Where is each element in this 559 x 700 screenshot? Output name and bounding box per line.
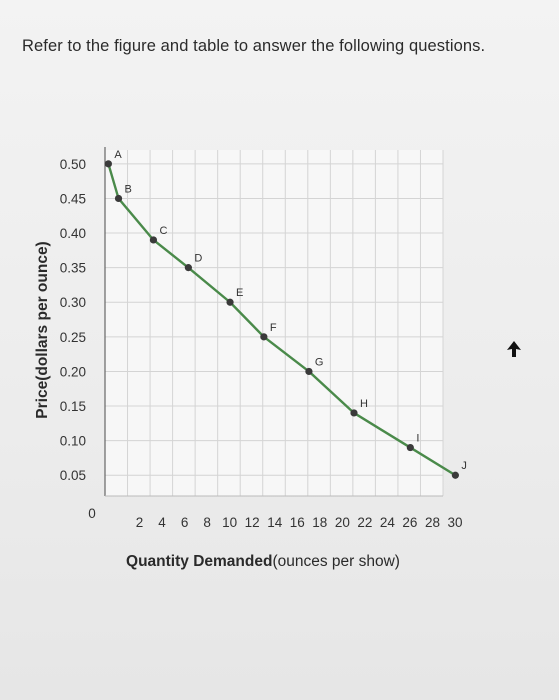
plot-area (105, 150, 443, 496)
chart-axes (104, 147, 443, 497)
point-i (406, 443, 414, 452)
point-label-b: B (125, 183, 132, 195)
x-tick-label: 6 (181, 515, 189, 530)
x-tick-label: 8 (203, 515, 211, 530)
point-label-h: H (360, 398, 368, 410)
y-tick-label: 0.15 (60, 399, 86, 414)
y-tick-label: 0.25 (60, 330, 86, 345)
x-tick-label: 18 (312, 515, 327, 530)
x-tick-label: 22 (357, 515, 372, 530)
y-axis-label: Price(dollars per ounce) (34, 241, 51, 418)
x-tick-label: 14 (267, 515, 283, 530)
y-tick-label: 0.35 (60, 261, 86, 276)
x-axis-label: Quantity Demanded(ounces per show) (126, 553, 400, 570)
x-axis-label-rest: (ounces per show) (272, 553, 400, 570)
chart-grid (105, 150, 444, 496)
point-e (226, 298, 234, 306)
x-tick-label: 2 (136, 515, 144, 530)
origin-label: 0 (88, 506, 96, 521)
x-tick-label: 20 (335, 515, 350, 530)
question-prompt: Refer to the figure and table to answer … (22, 37, 486, 55)
point-c (149, 236, 158, 244)
x-tick-label: 16 (290, 515, 305, 530)
point-g (305, 367, 313, 376)
x-tick-label: 28 (425, 515, 440, 530)
y-tick-label: 0.20 (60, 364, 86, 379)
x-tick-label: 10 (222, 515, 237, 530)
point-label-d: D (194, 253, 202, 265)
y-tick-label: 0.45 (60, 191, 86, 206)
point-d (184, 264, 192, 272)
point-label-i: I (416, 433, 419, 445)
y-tick-label: 0.10 (60, 434, 86, 449)
y-tick-label: 0.05 (60, 468, 86, 483)
point-label-e: E (236, 287, 243, 299)
point-h (350, 409, 358, 417)
x-tick-label: 30 (447, 515, 462, 530)
x-tick-label: 4 (158, 515, 166, 530)
y-tick-label: 0.40 (60, 226, 86, 241)
x-tick-label: 12 (245, 515, 260, 530)
point-label-c: C (159, 225, 167, 237)
point-f (260, 333, 268, 341)
point-j (451, 471, 459, 479)
point-label-g: G (315, 356, 324, 368)
point-label-f: F (270, 322, 277, 334)
x-axis-label-bold: Quantity Demanded (126, 553, 272, 570)
y-tick-label: 0.30 (60, 295, 86, 310)
y-tick-label: 0.50 (60, 157, 86, 172)
point-label-a: A (114, 149, 122, 161)
demand-series: A B C D E F G H I J (104, 149, 467, 479)
mouse-cursor-icon (507, 341, 521, 357)
x-tick-label: 24 (380, 515, 396, 530)
demand-curve (107, 163, 457, 477)
point-b (114, 194, 123, 203)
x-tick-labels: 2 4 6 8 10 12 14 16 18 20 22 24 26 28 30 (136, 515, 463, 530)
x-tick-label: 26 (402, 515, 417, 530)
point-label-j: J (461, 460, 467, 472)
point-a (104, 160, 112, 168)
y-tick-labels: 0.50 0.45 0.40 0.35 0.30 0.25 0.20 0.15 0.10 0.05 (60, 157, 86, 483)
